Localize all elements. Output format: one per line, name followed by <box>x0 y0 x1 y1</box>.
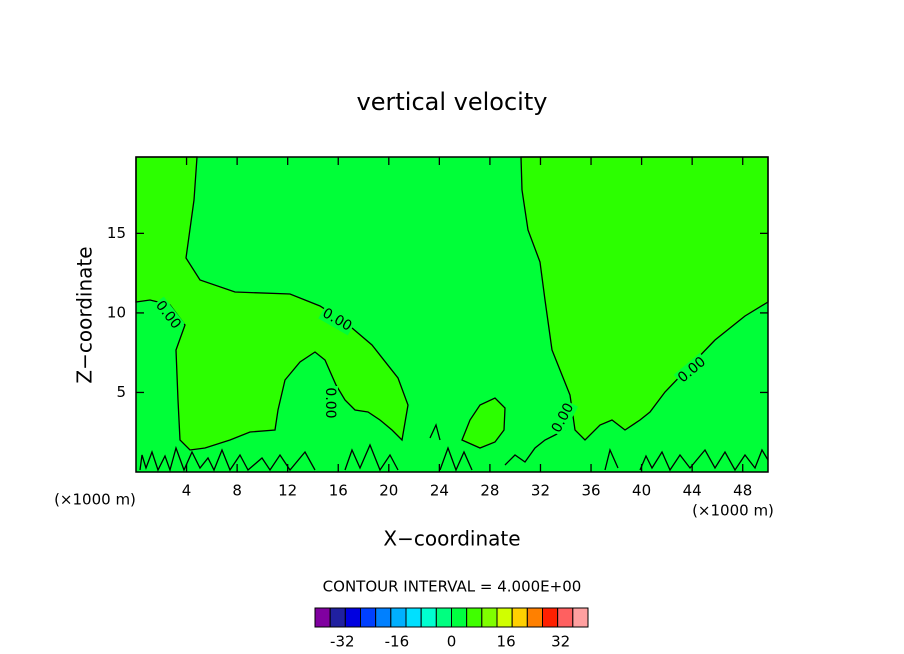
contour-label-bg <box>673 352 711 388</box>
colorbar-tick-label: 0 <box>447 633 457 651</box>
colorbar-box <box>572 607 589 628</box>
contour-label-bg <box>151 296 185 334</box>
colorbar-box <box>314 607 331 628</box>
colorbar-box <box>451 607 468 628</box>
x-tick-label: 16 <box>329 482 348 500</box>
chart-title: vertical velocity <box>357 88 548 116</box>
negative-region <box>521 157 768 440</box>
x-tick-label: 4 <box>182 482 192 500</box>
contour-interval: CONTOUR INTERVAL = 4.000E+00 <box>323 578 582 596</box>
colorbar-box <box>405 607 422 628</box>
contour-line <box>135 156 409 451</box>
colorbar-box <box>526 607 543 628</box>
colorbar-tick-label: 32 <box>551 633 570 651</box>
contour-label-bg <box>322 386 338 420</box>
x-tick-label: 44 <box>683 482 702 500</box>
colorbar-tick-label: -32 <box>330 633 355 651</box>
contour-line <box>520 156 769 441</box>
x-tick-label: 40 <box>632 482 651 500</box>
x-tick-label: 24 <box>430 482 449 500</box>
y-tick-label: 5 <box>116 383 126 401</box>
x-tick-label: 32 <box>531 482 550 500</box>
y-tick-label: 10 <box>107 303 126 321</box>
contour-label-bg <box>318 304 356 336</box>
negative-region <box>462 398 505 448</box>
negative-region <box>136 157 408 450</box>
x-tick-label: 36 <box>581 482 600 500</box>
colorbar-box <box>329 607 346 628</box>
colorbar-box <box>542 607 559 628</box>
x-tick-label: 12 <box>278 482 297 500</box>
contour-line <box>604 448 769 472</box>
colorbar-box <box>481 607 498 628</box>
colorbar-box <box>511 607 528 628</box>
colorbar-box <box>390 607 407 628</box>
y-tick-label: 15 <box>107 224 126 242</box>
colorbar-box <box>435 607 453 628</box>
colorbar-box <box>344 607 362 628</box>
contour-label-bg <box>547 399 579 437</box>
x-unit-label: (×1000 m) <box>692 502 774 520</box>
x-tick-label: 28 <box>480 482 499 500</box>
x-axis-label: X−coordinate <box>383 527 520 551</box>
contour-line <box>139 445 316 473</box>
contour-line <box>429 423 473 472</box>
colorbar-tick-label: -16 <box>385 633 410 651</box>
y-unit-label: (×1000 m) <box>54 491 136 509</box>
x-tick-label: 48 <box>733 482 752 500</box>
colorbar-box <box>557 607 574 628</box>
contour-line <box>344 443 399 472</box>
colorbar-tick-label: 16 <box>497 633 516 651</box>
colorbar-box <box>420 607 437 628</box>
colorbar-box <box>496 607 513 628</box>
x-tick-label: 20 <box>379 482 398 500</box>
contour-label: 0.00 <box>322 387 338 418</box>
x-tick-label: 8 <box>232 482 242 500</box>
colorbar-box <box>360 607 377 628</box>
colorbar-box <box>466 607 483 628</box>
y-axis-label: Z−coordinate <box>73 246 97 383</box>
contour-line <box>504 429 566 466</box>
colorbar-box <box>375 607 392 628</box>
contour-line <box>461 397 506 449</box>
plot-frame <box>135 156 769 473</box>
